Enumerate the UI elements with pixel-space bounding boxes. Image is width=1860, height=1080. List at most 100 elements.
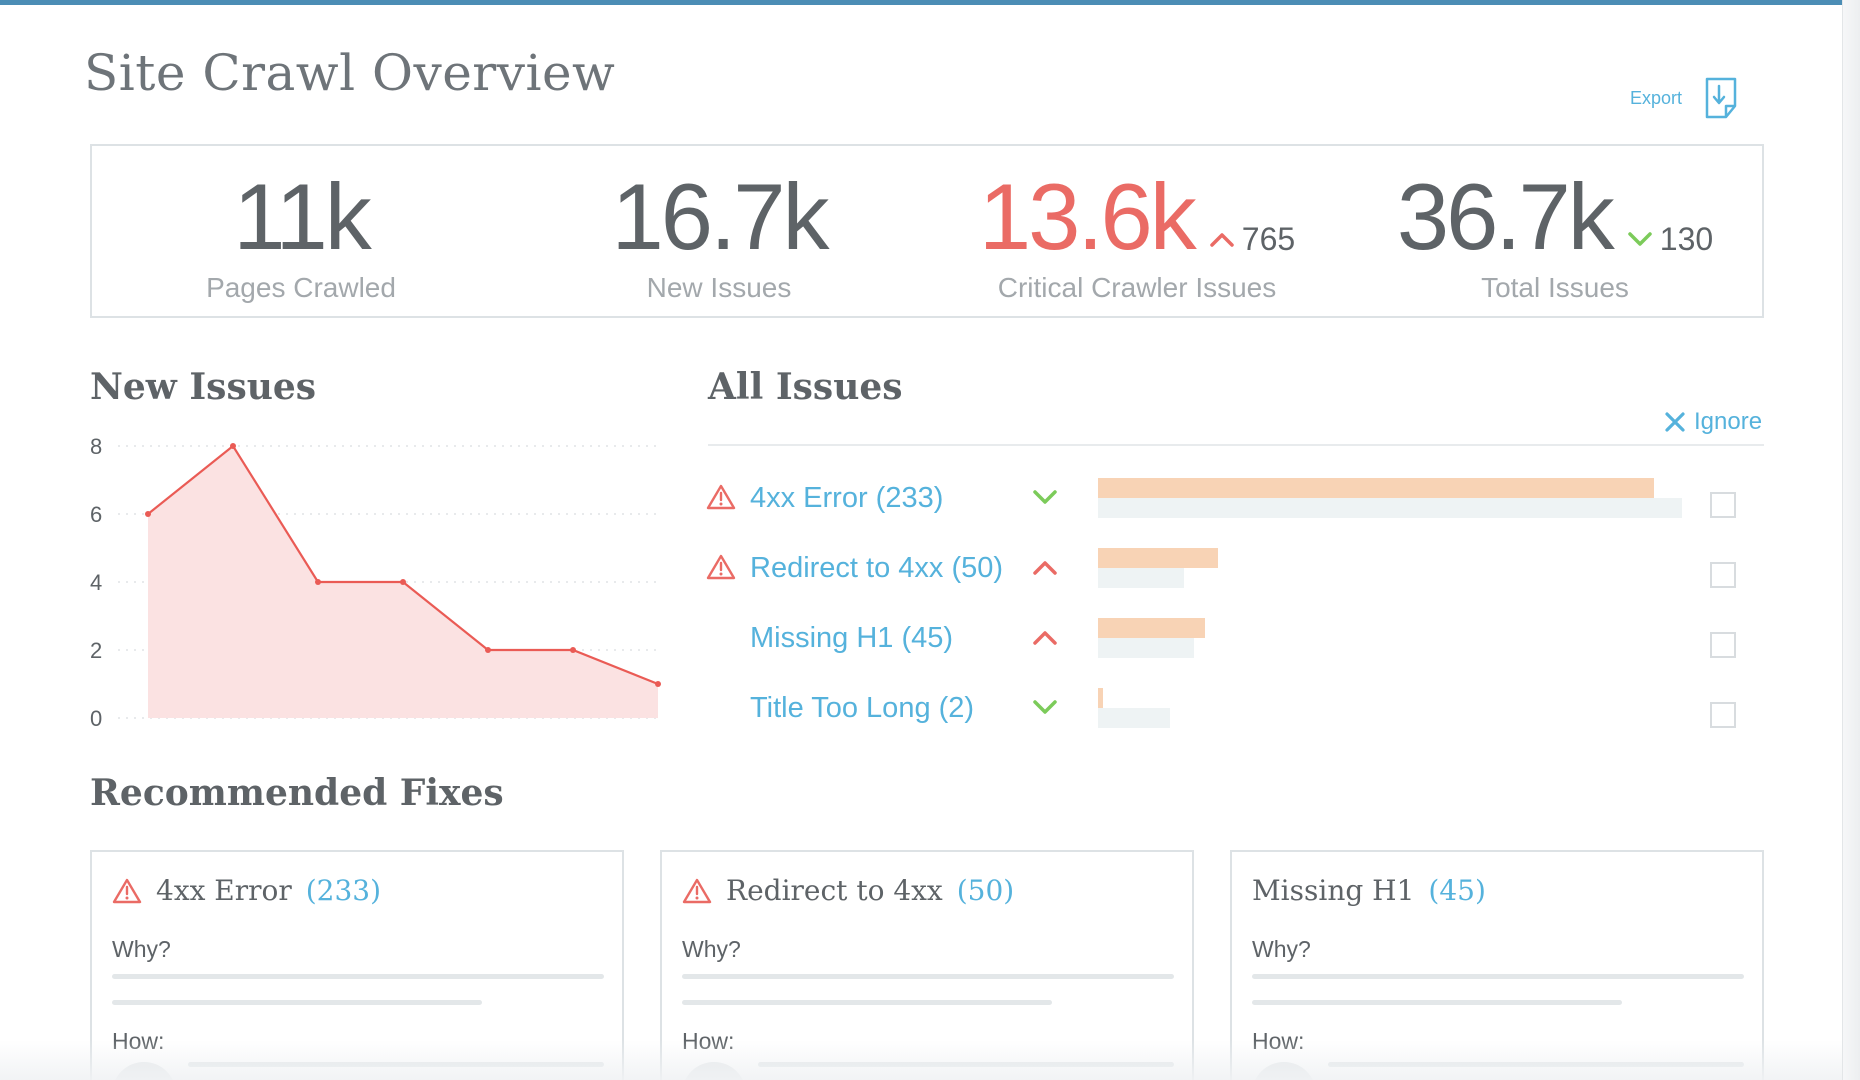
new-issues-chart: 0 2 4 6 8 xyxy=(84,428,664,731)
placeholder-line xyxy=(1252,1000,1622,1005)
export-download-icon xyxy=(1705,77,1737,119)
ignore-label: Ignore xyxy=(1694,408,1763,435)
stat-value: 11k xyxy=(233,164,372,269)
issue-bar-current xyxy=(1098,618,1206,638)
trend-down-icon xyxy=(1033,700,1057,714)
issue-row: Missing H1 (45) xyxy=(704,614,1774,664)
fix-card-count[interactable]: (233) xyxy=(305,874,382,907)
issue-checkbox[interactable] xyxy=(1710,562,1736,588)
chart-data-point xyxy=(315,579,321,585)
stat-value: 13.6k xyxy=(978,164,1197,269)
issue-bar-current xyxy=(1098,688,1103,708)
warning-icon xyxy=(112,878,142,903)
issue-bar-previous xyxy=(1098,568,1185,588)
avatar xyxy=(112,1062,176,1080)
issue-checkbox[interactable] xyxy=(1710,632,1736,658)
fix-card-title: Missing H1 xyxy=(1252,874,1415,907)
issue-bar-current xyxy=(1098,478,1654,498)
chart-data-point xyxy=(145,511,151,517)
fix-why-label: Why? xyxy=(682,936,741,962)
stat-pages-crawled: 11k Pages Crawled xyxy=(92,166,510,304)
issue-row: Redirect to 4xx (50) xyxy=(704,544,1774,594)
chart-data-point xyxy=(570,647,576,653)
trend-down-icon xyxy=(1628,232,1652,246)
chart-y-tick-label: 2 xyxy=(90,638,102,663)
window-edge xyxy=(1842,0,1860,1080)
chart-y-tick-label: 0 xyxy=(90,706,102,728)
issue-bar-previous xyxy=(1098,498,1682,518)
placeholder-line xyxy=(112,1000,482,1005)
issue-bar-previous xyxy=(1098,638,1194,658)
avatar xyxy=(1252,1062,1316,1080)
ignore-button[interactable]: Ignore xyxy=(1664,408,1762,436)
fix-card-header: Missing H1 (45) xyxy=(1252,874,1486,907)
fix-card: Redirect to 4xx (50) Why? How: xyxy=(660,850,1194,1080)
new-issues-chart-svg: 0 2 4 6 8 xyxy=(90,434,661,731)
issue-link[interactable]: Title Too Long (2) xyxy=(750,692,975,724)
issue-checkbox[interactable] xyxy=(1710,702,1736,728)
issues-divider xyxy=(708,444,1764,446)
issue-row: Title Too Long (2) xyxy=(704,684,1774,734)
placeholder-line xyxy=(758,1062,1174,1067)
export-button[interactable]: Export xyxy=(1630,76,1738,120)
all-issues-heading: All Issues xyxy=(708,366,903,408)
trend-up-icon xyxy=(1210,233,1234,247)
fix-card-title: Redirect to 4xx xyxy=(726,874,943,907)
placeholder-line xyxy=(188,1062,604,1067)
stat-delta-value: 765 xyxy=(1241,220,1296,257)
export-label: Export xyxy=(1630,87,1683,108)
stat-delta: 130 xyxy=(1626,221,1713,258)
chart-y-tick-label: 8 xyxy=(90,434,102,459)
fix-card-count[interactable]: (45) xyxy=(1428,874,1486,907)
placeholder-line xyxy=(682,974,1174,979)
placeholder-line xyxy=(1328,1062,1744,1067)
stat-label: Pages Crawled xyxy=(206,272,396,303)
stat-value: 36.7k xyxy=(1396,164,1615,269)
chart-y-tick-label: 4 xyxy=(90,570,102,595)
stat-delta: 765 xyxy=(1208,221,1295,258)
stat-delta-value: 130 xyxy=(1659,220,1714,257)
issue-link[interactable]: 4xx Error (233) xyxy=(750,482,944,514)
trend-down-icon xyxy=(1033,490,1057,504)
fix-card-header: 4xx Error (233) xyxy=(112,874,381,907)
stat-critical-crawler-issues: 13.6k 765 Critical Crawler Issues xyxy=(928,166,1346,304)
placeholder-line xyxy=(112,974,604,979)
fix-why-label: Why? xyxy=(1252,936,1311,962)
chart-data-point xyxy=(485,647,491,653)
fix-why-label: Why? xyxy=(112,936,171,962)
issue-link[interactable]: Redirect to 4xx (50) xyxy=(750,552,1004,584)
warning-icon xyxy=(706,554,736,580)
stat-value: 16.7k xyxy=(611,164,830,269)
chart-y-tick-label: 6 xyxy=(90,502,102,527)
fix-how-label: How: xyxy=(1252,1028,1305,1054)
issue-checkbox[interactable] xyxy=(1710,492,1736,518)
page-title: Site Crawl Overview xyxy=(84,44,616,102)
fix-card-header: Redirect to 4xx (50) xyxy=(682,874,1014,907)
stat-new-issues: 16.7k New Issues xyxy=(510,166,928,304)
fix-how-label: How: xyxy=(682,1028,735,1054)
fix-how-label: How: xyxy=(112,1028,165,1054)
fix-card-title: 4xx Error xyxy=(156,874,292,907)
chart-data-point xyxy=(655,681,661,687)
stat-total-issues: 36.7k 130 Total Issues xyxy=(1346,166,1764,304)
close-icon xyxy=(1665,412,1685,432)
stat-label: Total Issues xyxy=(1481,272,1629,303)
top-accent-bar xyxy=(0,0,1860,5)
avatar xyxy=(682,1062,746,1080)
warning-icon xyxy=(706,484,736,510)
issue-bar-current xyxy=(1098,548,1218,568)
placeholder-line xyxy=(1252,974,1744,979)
chart-data-point xyxy=(400,579,406,585)
chart-data-point xyxy=(230,443,236,449)
fix-card-count[interactable]: (50) xyxy=(956,874,1015,907)
issue-bar-previous xyxy=(1098,708,1171,728)
fix-card: Missing H1 (45) Why? How: xyxy=(1230,850,1764,1080)
stat-label: New Issues xyxy=(646,272,792,303)
trend-up-icon xyxy=(1033,561,1057,575)
issue-link[interactable]: Missing H1 (45) xyxy=(750,622,954,654)
new-issues-heading: New Issues xyxy=(90,366,317,408)
warning-icon xyxy=(682,878,712,903)
issue-row: 4xx Error (233) xyxy=(704,474,1774,524)
fix-card: 4xx Error (233) Why? How: xyxy=(90,850,624,1080)
stat-label: Critical Crawler Issues xyxy=(997,272,1277,303)
